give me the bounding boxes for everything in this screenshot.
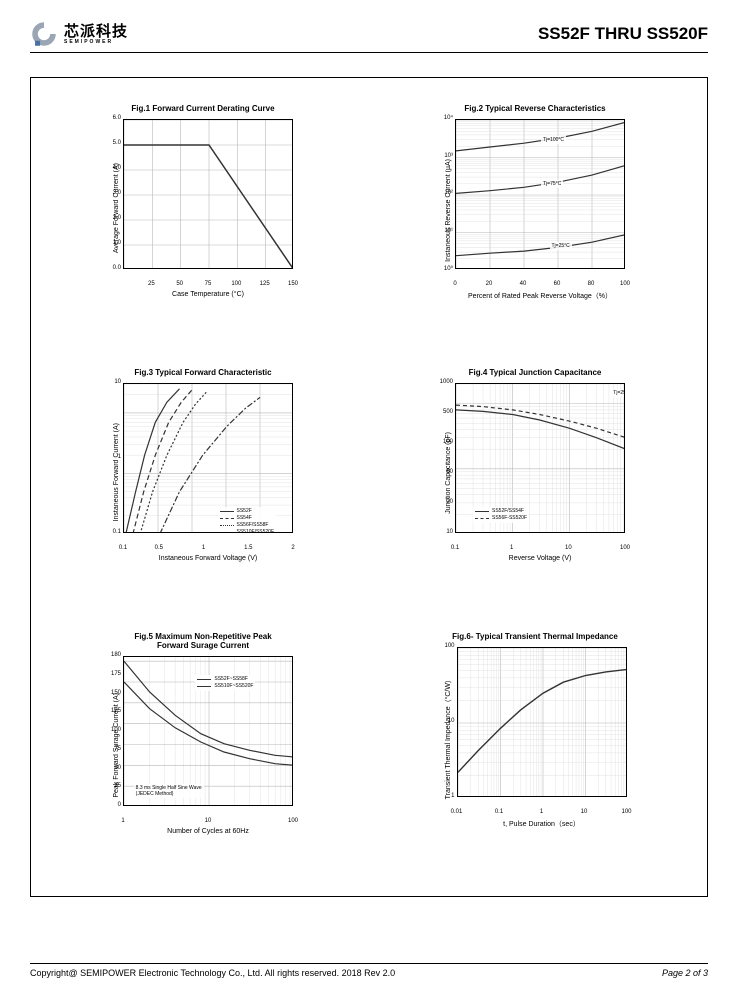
y-ticks: 1020501005001000 [439,383,453,533]
x-axis-label: Number of Cycles at 60Hz [123,828,293,835]
plot-area: 8.3 ms Single Half Sine Wave(JEDEC Metho… [123,656,293,806]
page-header: 芯派科技 SEMIPOWER SS52F THRU SS520F [30,20,708,53]
company-logo: 芯派科技 SEMIPOWER [30,20,128,48]
chart-title: Fig.4 Typical Junction Capacitance [469,368,602,377]
chart-title: Fig.1 Forward Current Derating Curve [131,104,274,113]
plot-area: Tj=25°C SS52F/SS54FSS56F-SS520F [455,383,625,533]
chart-2: Fig.2 Typical Reverse Characteristics In… [381,104,689,338]
company-name-cn: 芯派科技 [64,24,128,39]
chart-annotation: Tj=25°C [550,242,572,250]
plot-area [123,119,293,269]
x-axis-label: Instaneous Forward Voltage (V) [123,555,293,562]
x-axis-label: Percent of Rated Peak Reverse Voltage（%） [455,291,625,301]
chart-annotation: Tj=100°C [541,136,566,144]
chart-legend: SS52F/SS54FSS56F-SS520F [473,507,529,523]
chart-title: Fig.6- Typical Transient Thermal Impedan… [452,632,618,641]
chart-6: Fig.6- Typical Transient Thermal Impedan… [381,632,689,866]
chart-annotation: 8.3 ms Single Half Sine Wave(JEDEC Metho… [134,784,204,798]
chart-5: Fig.5 Maximum Non-Repetitive PeakForward… [49,632,357,866]
page-number: Page 2 of 3 [662,968,708,978]
x-ticks: 0.010.1110100 [457,809,627,819]
plot-area: SS52FSS54FSS56F/SS58FSS510F/SS520F [123,383,293,533]
company-name-en: SEMIPOWER [64,40,128,45]
page-footer: Copyright@ SEMIPOWER Electronic Technolo… [30,963,708,978]
y-ticks: 0255075100125150175180 [107,656,121,806]
y-ticks: 0.01.02.03.04.05.06.0 [107,119,121,269]
chart-title: Fig.2 Typical Reverse Characteristics [464,104,605,113]
chart-title: Fig.5 Maximum Non-Repetitive PeakForward… [134,632,271,650]
x-ticks: 110100 [123,818,293,828]
y-ticks: 10⁰10¹10²10³10⁴ [439,119,453,269]
x-ticks: 020406080100 [455,281,625,291]
part-number-title: SS52F THRU SS520F [538,24,708,44]
logo-icon [30,20,58,48]
chart-legend: SS52F~SS58FSS510F~SS520F [195,675,255,691]
chart-3: Fig.3 Typical Forward Characteristic Ins… [49,368,357,602]
chart-4: Fig.4 Typical Junction Capacitance Junct… [381,368,689,602]
plot-area: Tj=100°C Tj=75°C Tj=25°C [455,119,625,269]
y-ticks: 0.1110 [107,383,121,533]
charts-panel: Fig.1 Forward Current Derating Curve Ave… [30,77,708,897]
x-ticks: 0.10.511.52 [123,545,293,555]
y-ticks: 110100 [441,647,455,797]
chart-1: Fig.1 Forward Current Derating Curve Ave… [49,104,357,338]
plot-area [457,647,627,797]
x-ticks: 0.1110100 [455,545,625,555]
chart-annotation: Tj=75°C [541,180,563,188]
x-axis-label: Case Temperature (°C) [123,291,293,298]
x-axis-label: Reverse Voltage (V) [455,555,625,562]
x-ticks: 255075100125150 [123,281,293,291]
chart-title: Fig.3 Typical Forward Characteristic [134,368,271,377]
chart-annotation: Tj=25°C [611,389,625,397]
chart-legend: SS52FSS54FSS56F/SS58FSS510F/SS520F [218,507,277,533]
copyright-text: Copyright@ SEMIPOWER Electronic Technolo… [30,968,395,978]
x-axis-label: t, Pulse Duration（sec） [457,819,627,829]
